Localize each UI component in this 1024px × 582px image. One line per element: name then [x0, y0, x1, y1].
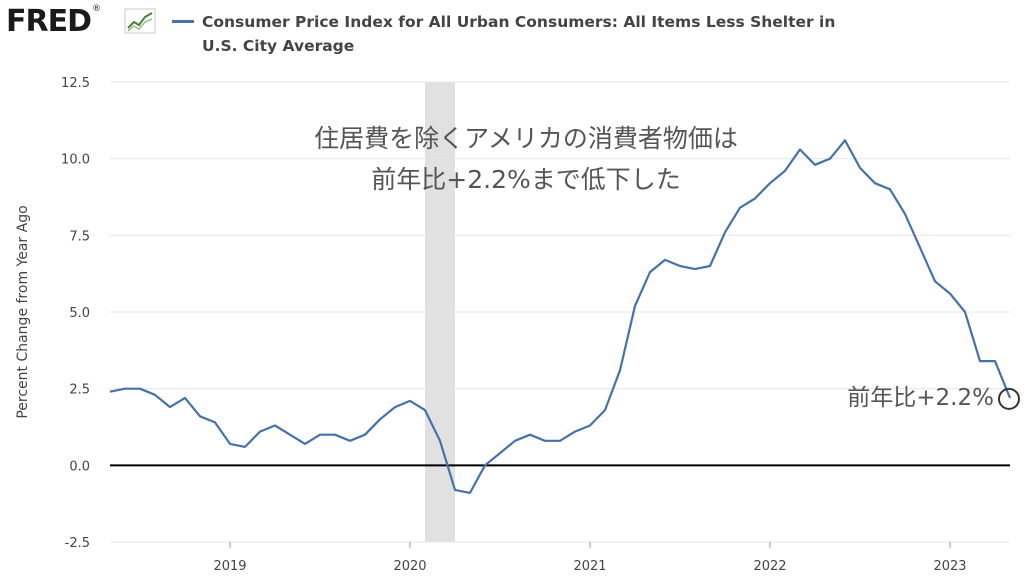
registered-mark: ®: [92, 4, 101, 14]
x-tick-label: 2020: [393, 559, 426, 574]
y-tick-label: 12.5: [61, 76, 90, 91]
y-axis-label: Percent Change from Year Ago: [15, 205, 31, 418]
annotation-endpoint-label: 前年比+2.2%: [847, 385, 994, 411]
line-graph-icon: [124, 8, 156, 34]
series-title-line1: Consumer Price Index for All Urban Consu…: [202, 13, 836, 31]
annotation-headline-line1: 住居費を除くアメリカの消費者物価は: [314, 124, 738, 153]
series-title-line2: U.S. City Average: [202, 37, 355, 55]
x-tick-label: 2023: [933, 559, 966, 574]
x-tick-label: 2019: [213, 559, 246, 574]
y-tick-label: 5.0: [69, 306, 90, 321]
endpoint-circle: [998, 387, 1020, 410]
y-tick-label: 10.0: [61, 153, 90, 168]
series-line[interactable]: [109, 139, 1012, 494]
y-tick-label: -2.5: [65, 536, 90, 551]
y-tick-label: 0.0: [69, 459, 90, 474]
chart-header: FRED® Consumer Price Index for All Urban…: [0, 0, 1024, 70]
y-axis-ticks: -2.5 0.0 2.5 5.0 7.5 10.0 12.5: [61, 76, 90, 551]
annotation-headline-line2: 前年比+2.2%まで低下した: [371, 165, 680, 194]
fred-logo[interactable]: FRED®: [6, 4, 101, 39]
x-axis-ticks: 2019 2020 2021 2022 2023: [213, 542, 967, 574]
y-tick-label: 7.5: [69, 229, 90, 244]
y-tick-label: 2.5: [69, 383, 90, 398]
fred-logo-text: FRED: [6, 4, 92, 39]
series-title[interactable]: Consumer Price Index for All Urban Consu…: [202, 10, 902, 58]
series-legend-swatch: [172, 20, 194, 23]
x-tick-label: 2022: [753, 559, 786, 574]
x-tick-label: 2021: [573, 559, 606, 574]
